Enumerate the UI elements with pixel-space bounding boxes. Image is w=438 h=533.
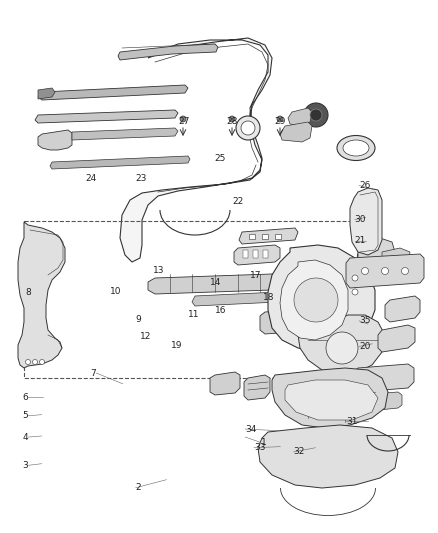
- Text: 13: 13: [153, 266, 165, 275]
- Text: 34: 34: [245, 425, 257, 433]
- Circle shape: [304, 103, 328, 127]
- Polygon shape: [288, 108, 312, 126]
- Text: 23: 23: [136, 174, 147, 183]
- Circle shape: [326, 332, 358, 364]
- Polygon shape: [50, 156, 190, 169]
- Bar: [243, 250, 248, 258]
- Text: 33: 33: [254, 443, 265, 452]
- Polygon shape: [118, 44, 218, 60]
- Polygon shape: [272, 368, 388, 428]
- Text: 27: 27: [178, 117, 190, 126]
- Polygon shape: [260, 308, 325, 334]
- Polygon shape: [346, 254, 424, 288]
- Polygon shape: [356, 392, 402, 412]
- Text: 7: 7: [91, 369, 96, 377]
- Text: 10: 10: [110, 287, 121, 296]
- Polygon shape: [35, 110, 178, 123]
- Text: 3: 3: [23, 461, 28, 470]
- Text: 5: 5: [23, 411, 28, 420]
- Text: 8: 8: [25, 288, 31, 296]
- Text: 16: 16: [215, 306, 226, 314]
- Text: 31: 31: [346, 417, 357, 425]
- Circle shape: [277, 116, 283, 122]
- Polygon shape: [72, 128, 178, 140]
- Circle shape: [361, 268, 368, 274]
- Polygon shape: [298, 315, 385, 375]
- Polygon shape: [239, 228, 298, 244]
- Polygon shape: [352, 364, 414, 392]
- Polygon shape: [38, 88, 55, 99]
- Circle shape: [180, 116, 186, 122]
- Circle shape: [310, 109, 322, 121]
- Text: 14: 14: [210, 278, 222, 287]
- Bar: [275, 234, 281, 239]
- Polygon shape: [192, 290, 322, 306]
- Bar: [263, 250, 268, 258]
- Circle shape: [25, 359, 31, 365]
- Polygon shape: [280, 122, 312, 142]
- Polygon shape: [38, 85, 188, 100]
- Polygon shape: [148, 268, 338, 294]
- Text: 17: 17: [250, 271, 261, 279]
- Polygon shape: [268, 245, 375, 352]
- Text: 29: 29: [275, 117, 286, 126]
- Text: 35: 35: [359, 317, 371, 325]
- Circle shape: [241, 121, 255, 135]
- Polygon shape: [210, 372, 240, 395]
- Circle shape: [39, 359, 45, 365]
- Polygon shape: [244, 375, 270, 400]
- Polygon shape: [18, 222, 65, 368]
- Polygon shape: [382, 248, 410, 272]
- Circle shape: [381, 268, 389, 274]
- Polygon shape: [385, 296, 420, 322]
- Polygon shape: [280, 260, 348, 340]
- Polygon shape: [258, 425, 398, 488]
- Text: 25: 25: [215, 155, 226, 163]
- Text: 18: 18: [263, 293, 274, 302]
- Text: 26: 26: [359, 181, 371, 190]
- Text: 9: 9: [136, 316, 141, 324]
- Text: 4: 4: [23, 433, 28, 441]
- Text: 20: 20: [359, 342, 371, 351]
- Circle shape: [352, 289, 358, 295]
- Text: 1: 1: [261, 438, 266, 447]
- Circle shape: [402, 268, 409, 274]
- Bar: [262, 234, 268, 239]
- Text: 6: 6: [23, 393, 28, 401]
- Circle shape: [294, 278, 338, 322]
- Text: 30: 30: [355, 215, 366, 224]
- Polygon shape: [234, 245, 280, 265]
- Text: 19: 19: [171, 341, 182, 350]
- Ellipse shape: [343, 140, 369, 156]
- Text: 11: 11: [188, 310, 200, 319]
- Text: 12: 12: [140, 333, 152, 341]
- Circle shape: [236, 116, 260, 140]
- Text: 2: 2: [136, 483, 141, 492]
- Text: 28: 28: [226, 117, 238, 126]
- Circle shape: [352, 275, 358, 281]
- Polygon shape: [378, 325, 415, 352]
- Polygon shape: [335, 265, 368, 308]
- Circle shape: [32, 359, 38, 365]
- Polygon shape: [350, 188, 382, 255]
- Polygon shape: [120, 38, 272, 262]
- Bar: [253, 250, 258, 258]
- Polygon shape: [358, 238, 395, 268]
- Polygon shape: [38, 130, 72, 150]
- Polygon shape: [285, 380, 378, 420]
- Text: 32: 32: [293, 448, 305, 456]
- Circle shape: [229, 116, 235, 122]
- Text: 21: 21: [355, 237, 366, 245]
- Text: 22: 22: [232, 197, 244, 206]
- Ellipse shape: [337, 135, 375, 160]
- Text: 24: 24: [85, 174, 96, 183]
- Bar: [249, 234, 255, 239]
